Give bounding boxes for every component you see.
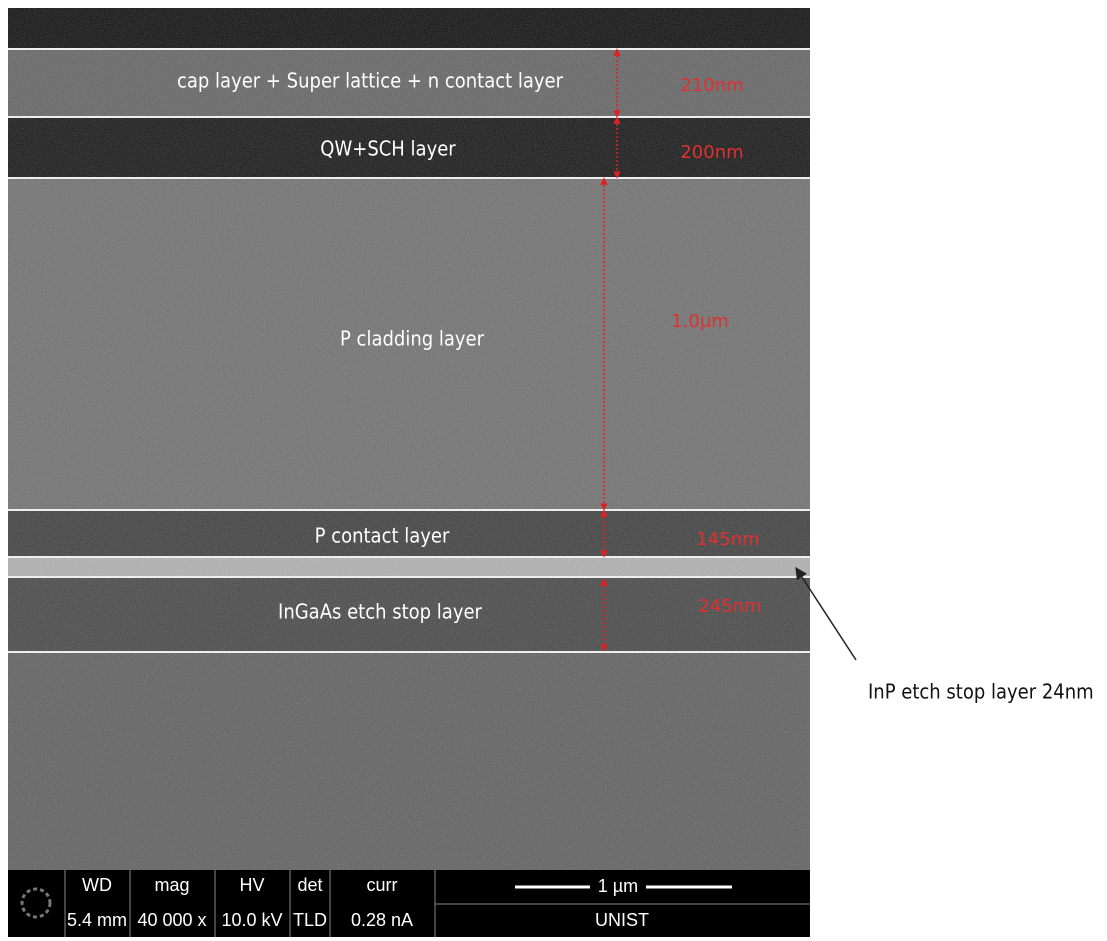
info-name: HV bbox=[239, 875, 264, 895]
thickness: 245nm bbox=[698, 596, 761, 617]
info-name: mag bbox=[154, 875, 189, 895]
layer-label: P contact layer bbox=[315, 524, 450, 548]
page: cap layer + Super lattice + n contact la… bbox=[0, 0, 1107, 937]
info-value: 40 000 x bbox=[137, 910, 206, 930]
info-name: WD bbox=[82, 875, 112, 895]
info-value: 10.0 kV bbox=[221, 910, 282, 930]
thickness: 145nm bbox=[696, 529, 759, 550]
info-name: det bbox=[297, 875, 322, 895]
thickness: 200nm bbox=[680, 142, 743, 163]
info-name: curr bbox=[367, 875, 398, 895]
thickness: 1.0μm bbox=[671, 311, 729, 332]
side-note: InP etch stop layer 24nm bbox=[868, 680, 1094, 704]
layer-label: P cladding layer bbox=[340, 327, 485, 351]
info-value: 5.4 mm bbox=[67, 910, 127, 930]
info-value: 0.28 nA bbox=[351, 910, 413, 930]
layer-label: cap layer + Super lattice + n contact la… bbox=[177, 69, 564, 93]
layer-label: InGaAs etch stop layer bbox=[278, 600, 483, 624]
layer-label: QW+SCH layer bbox=[320, 137, 456, 161]
info-value: TLD bbox=[293, 910, 327, 930]
institution: UNIST bbox=[595, 910, 649, 930]
scale-bar-label: 1 µm bbox=[598, 876, 638, 896]
thickness: 210nm bbox=[680, 75, 743, 96]
